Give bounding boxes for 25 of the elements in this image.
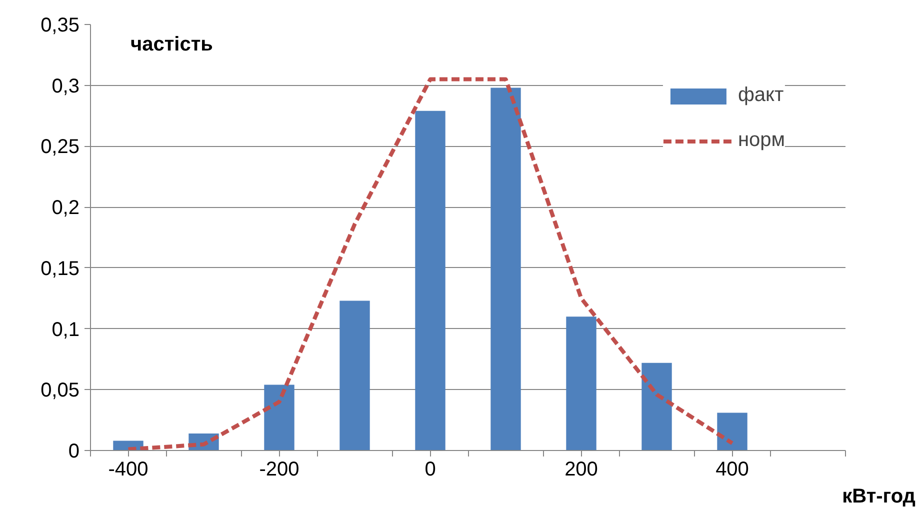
y-tick-label: 0,3 — [52, 75, 80, 98]
y-tick-label: 0,15 — [40, 258, 80, 280]
y-axis-title: частість — [130, 34, 213, 56]
bar — [264, 384, 294, 450]
bar — [490, 88, 521, 450]
x-tick-label: -200 — [259, 458, 300, 480]
bar — [566, 316, 596, 450]
y-tick-label: 0,05 — [40, 380, 80, 402]
legend-label: факт — [738, 84, 784, 107]
y-tick-label: 0,1 — [52, 318, 80, 341]
y-tick-label: 0 — [68, 440, 80, 462]
bar — [415, 110, 446, 450]
x-tick-label: -400 — [108, 458, 148, 480]
x-tick-label: 400 — [716, 458, 749, 480]
y-tick-label: 0,35 — [40, 14, 80, 36]
bar — [642, 362, 672, 450]
y-tick-label: 0,2 — [52, 197, 80, 220]
bar — [340, 300, 370, 450]
x-tick-label: 0 — [424, 458, 436, 480]
line-series — [126, 77, 734, 450]
x-tick-label: 200 — [564, 458, 598, 480]
y-tick-label: 0,25 — [40, 136, 80, 158]
bar — [717, 412, 748, 450]
legend-label: норм — [738, 129, 785, 152]
x-axis-title: кВт-год — [842, 486, 916, 508]
